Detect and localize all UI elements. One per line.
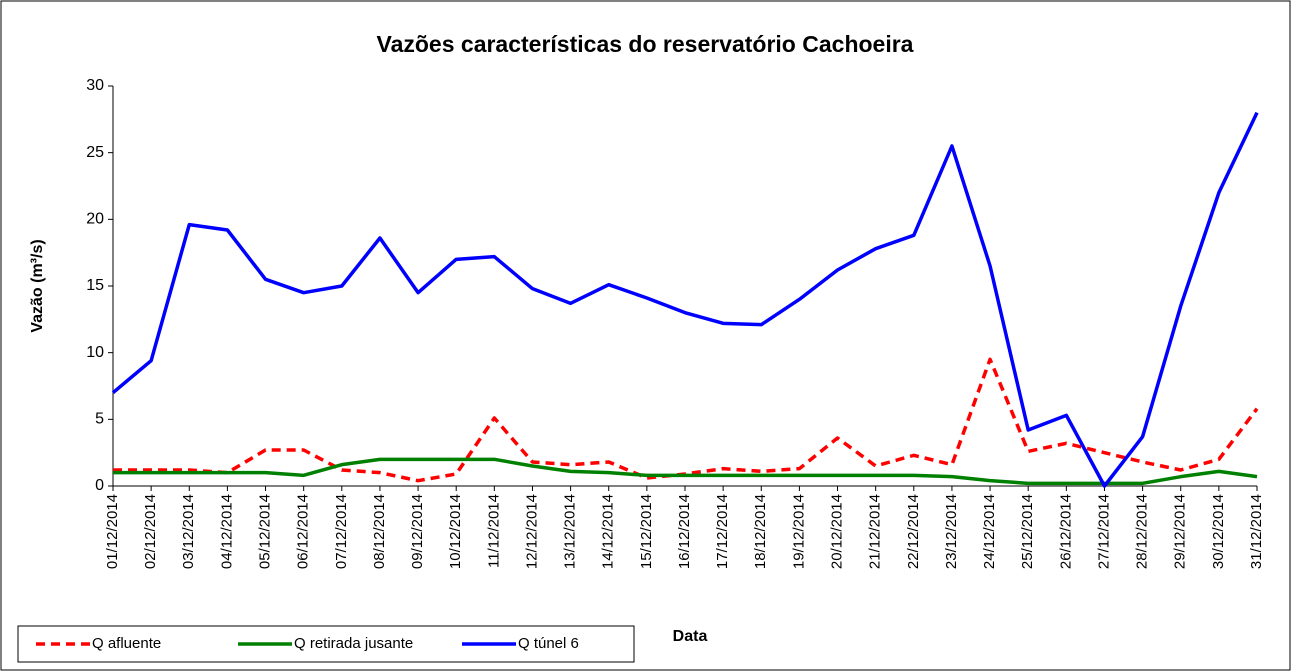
x-tick-label: 18/12/2014	[752, 494, 769, 569]
x-tick-label: 25/12/2014	[1019, 494, 1036, 569]
y-tick-label: 0	[95, 477, 104, 494]
x-tick-label: 03/12/2014	[180, 494, 197, 569]
legend-label: Q retirada jusante	[294, 635, 413, 652]
chart-title: Vazões características do reservatório C…	[377, 31, 914, 57]
x-tick-label: 13/12/2014	[562, 494, 579, 569]
x-tick-label: 23/12/2014	[943, 494, 960, 569]
x-tick-label: 26/12/2014	[1057, 494, 1074, 569]
line-series	[111, 111, 1259, 488]
x-tick-label: 31/12/2014	[1248, 494, 1265, 569]
legend-label: Q afluente	[92, 635, 161, 652]
x-tick-label: 16/12/2014	[676, 494, 693, 569]
x-tick-label: 06/12/2014	[295, 494, 312, 569]
x-tick-label: 11/12/2014	[485, 494, 502, 568]
y-tick-label: 10	[86, 344, 104, 361]
x-tick-label: 29/12/2014	[1172, 494, 1189, 569]
x-tick-label: 30/12/2014	[1210, 494, 1227, 569]
x-tick-label: 05/12/2014	[257, 494, 274, 569]
y-tick-label: 30	[86, 77, 104, 94]
x-tick-label: 21/12/2014	[867, 494, 884, 569]
x-axis-label: Data	[673, 628, 708, 645]
x-tick-label: 10/12/2014	[447, 494, 464, 569]
legend-box	[17, 625, 635, 663]
y-tick-label: 5	[95, 411, 104, 428]
x-tick-label: 22/12/2014	[905, 494, 922, 569]
x-tick-label: 02/12/2014	[142, 494, 159, 569]
legend-label: Q túnel 6	[518, 635, 579, 652]
x-tick-label: 27/12/2014	[1095, 494, 1112, 569]
x-tick-label: 09/12/2014	[409, 494, 426, 569]
y-axis-label: Vazão (m³/s)	[29, 239, 46, 332]
x-tick-label: 17/12/2014	[714, 494, 731, 569]
x-tick-label: 01/12/2014	[104, 494, 121, 569]
x-tick-label: 20/12/2014	[829, 494, 846, 569]
y-tick-label: 20	[86, 211, 104, 228]
line-series	[113, 457, 1258, 486]
x-tick-label: 04/12/2014	[218, 494, 235, 569]
y-tick-label: 25	[86, 144, 104, 161]
x-tick-label: 24/12/2014	[981, 494, 998, 569]
x-tick-label: 07/12/2014	[333, 494, 350, 569]
y-tick-label: 15	[86, 277, 104, 294]
x-tick-label: 15/12/2014	[638, 494, 655, 569]
x-tick-label: 14/12/2014	[600, 494, 617, 569]
x-tick-label: 12/12/2014	[523, 494, 540, 569]
x-tick-label: 19/12/2014	[790, 494, 807, 569]
x-tick-label: 08/12/2014	[371, 494, 388, 569]
x-tick-label: 28/12/2014	[1134, 494, 1151, 569]
